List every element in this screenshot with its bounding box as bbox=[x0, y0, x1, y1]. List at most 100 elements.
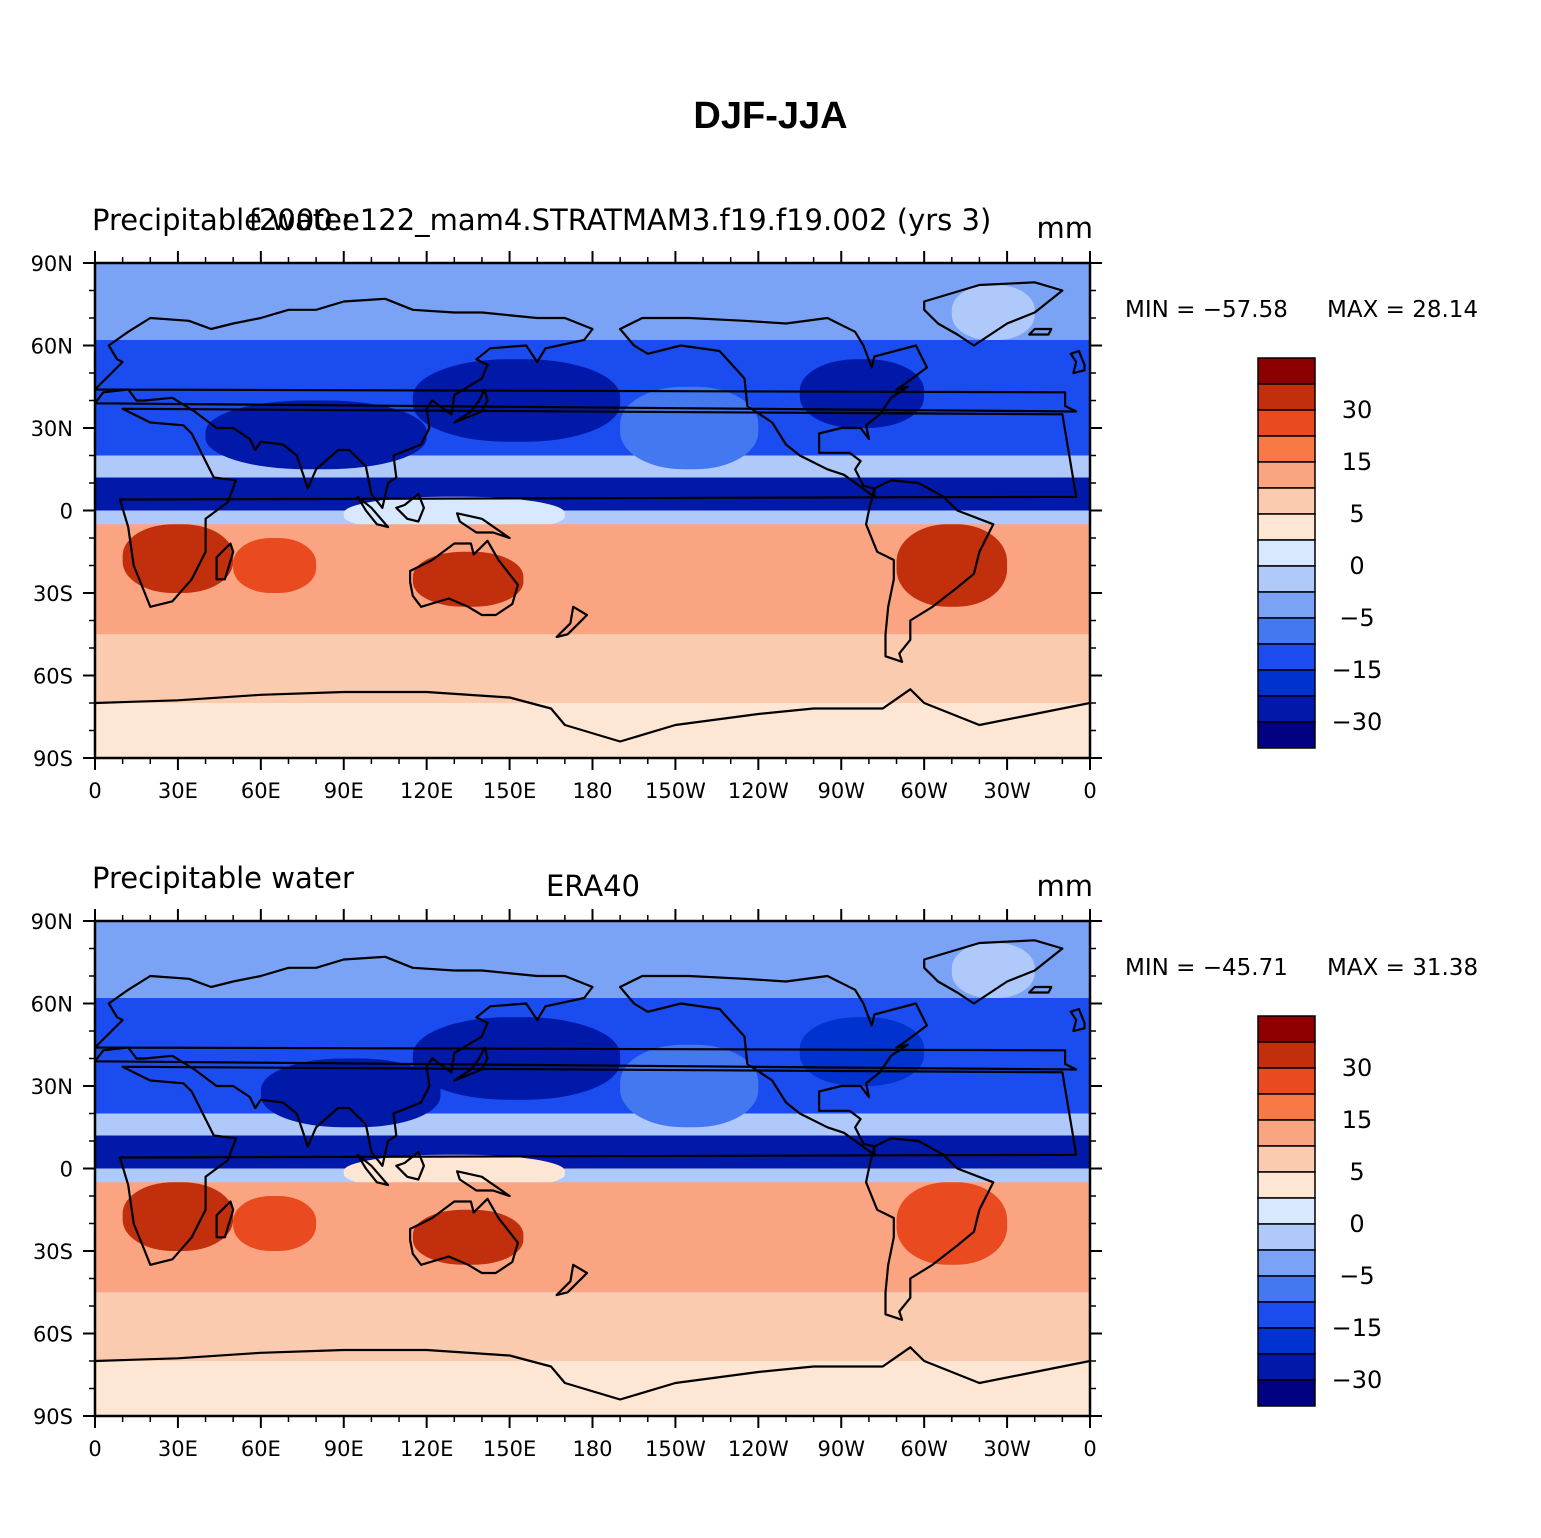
region-east-pacific-ridge bbox=[620, 1044, 759, 1128]
x-tick-label: 120E bbox=[400, 1437, 453, 1461]
colorbar-label: 5 bbox=[1349, 500, 1364, 528]
coast-n-america bbox=[619, 974, 928, 1156]
panel-left-title: Precipitable water bbox=[92, 203, 354, 237]
coast-new-guinea bbox=[456, 512, 511, 540]
y-tick-label: 90S bbox=[33, 1405, 73, 1429]
y-tick-label: 0 bbox=[60, 1158, 73, 1182]
coast-sumatra bbox=[356, 1153, 390, 1187]
coast-australia bbox=[409, 1197, 519, 1275]
map-panel-2-svg: Precipitable water ERA40 mm MIN = −45.71… bbox=[31, 861, 1479, 1461]
y-tick-label: 30S bbox=[33, 582, 73, 606]
y-tick-label: 60S bbox=[33, 1323, 73, 1347]
colorbar-swatch bbox=[1257, 1041, 1316, 1069]
coast-africa bbox=[118, 1065, 1078, 1266]
x-tick-label: 30E bbox=[158, 779, 198, 803]
colorbar-label: 15 bbox=[1342, 1106, 1373, 1134]
colorbar-label: 30 bbox=[1342, 396, 1373, 424]
colorbar-swatch bbox=[1257, 669, 1316, 697]
colorbar-swatch bbox=[1257, 1327, 1316, 1355]
coast-iceland bbox=[1028, 327, 1053, 336]
colorbar-swatch bbox=[1257, 1171, 1316, 1199]
region-maritime-continent bbox=[343, 1154, 565, 1191]
coast-s-america bbox=[865, 1137, 995, 1321]
colorbar-swatch bbox=[1257, 1223, 1316, 1251]
colorbar-swatch bbox=[1257, 643, 1316, 671]
colorbar-swatch bbox=[1257, 461, 1316, 489]
region-southern-ocean bbox=[95, 634, 1090, 703]
coast-eurasia bbox=[95, 955, 1078, 1167]
colorbar-label: 5 bbox=[1349, 1158, 1364, 1186]
map-panel-2: Precipitable water ERA40 mm MIN = −45.71… bbox=[0, 848, 1541, 1488]
x-tick-label: 30E bbox=[158, 1437, 198, 1461]
region-australia bbox=[412, 551, 524, 607]
region-north-america-core bbox=[799, 359, 925, 428]
colorbar-swatch bbox=[1257, 539, 1316, 567]
region-north-america-core bbox=[799, 1017, 925, 1086]
map-plot-area bbox=[95, 263, 1090, 758]
colorbar-swatch bbox=[1257, 565, 1316, 593]
colorbar-label: −30 bbox=[1332, 708, 1383, 736]
panel-center-title: f2000.e122_mam4.STRATMAM3.f19.f19.002 (y… bbox=[249, 203, 992, 237]
y-tick-label: 90N bbox=[31, 910, 73, 934]
colorbar-label: −30 bbox=[1332, 1366, 1383, 1394]
colorbar-swatch bbox=[1257, 1197, 1316, 1225]
colorbar-label: 0 bbox=[1349, 552, 1364, 580]
x-tick-label: 60W bbox=[900, 1437, 948, 1461]
region-south-america bbox=[896, 1182, 1008, 1265]
coast-japan bbox=[453, 1046, 489, 1082]
x-tick-label: 150E bbox=[483, 1437, 536, 1461]
x-tick-label: 90W bbox=[818, 779, 866, 803]
colorbar-label: −5 bbox=[1339, 604, 1374, 632]
colorbar-label: −15 bbox=[1332, 1314, 1383, 1342]
region-southern-ocean bbox=[95, 1292, 1090, 1361]
x-tick-label: 150W bbox=[645, 1437, 706, 1461]
y-tick-label: 60N bbox=[31, 335, 73, 359]
colorbar-swatch bbox=[1257, 1093, 1316, 1121]
x-tick-label: 60W bbox=[900, 779, 948, 803]
coast-greenland bbox=[923, 939, 1064, 1005]
x-tick-label: 30W bbox=[983, 779, 1031, 803]
panel-center-title: ERA40 bbox=[546, 869, 640, 903]
panel-left-title: Precipitable water bbox=[92, 861, 354, 895]
colorbar-swatch bbox=[1257, 1249, 1316, 1277]
panel-units: mm bbox=[1037, 211, 1094, 245]
y-tick-label: 30S bbox=[33, 1240, 73, 1264]
coast-iceland bbox=[1028, 985, 1053, 994]
x-tick-label: 150W bbox=[645, 779, 706, 803]
colorbar-swatch bbox=[1257, 695, 1316, 723]
colorbar-swatch bbox=[1257, 513, 1316, 541]
colorbar-swatch bbox=[1257, 721, 1316, 749]
colorbar-label: 0 bbox=[1349, 1210, 1364, 1238]
coast-uk bbox=[1069, 1007, 1086, 1033]
colorbar-swatch bbox=[1257, 1301, 1316, 1329]
colorbar-swatch bbox=[1257, 617, 1316, 645]
region-south-indian-ocean bbox=[233, 538, 317, 593]
coast-madagascar bbox=[215, 1200, 235, 1239]
region-maritime-continent bbox=[343, 496, 565, 533]
coast-borneo bbox=[395, 1150, 425, 1181]
coast-eurasia bbox=[95, 297, 1078, 509]
x-tick-label: 0 bbox=[1083, 779, 1096, 803]
coast-japan bbox=[453, 388, 489, 424]
colorbar-swatch bbox=[1257, 1145, 1316, 1173]
region-north-pacific-core bbox=[412, 359, 621, 442]
coast-antarctica bbox=[95, 1346, 1090, 1401]
colorbar-swatch bbox=[1257, 409, 1316, 437]
region-south-america bbox=[896, 524, 1008, 607]
region-itcz-band bbox=[95, 477, 1090, 511]
coast-sumatra bbox=[356, 495, 390, 529]
y-tick-label: 30N bbox=[31, 1075, 73, 1099]
max-label: MAX = 28.14 bbox=[1327, 297, 1478, 323]
region-south-indian-ocean bbox=[233, 1196, 317, 1251]
map-panel-1-svg: Precipitable water f2000.e122_mam4.STRAT… bbox=[31, 203, 1479, 803]
x-tick-label: 0 bbox=[88, 1437, 101, 1461]
y-tick-label: 30N bbox=[31, 417, 73, 441]
colorbar: 30 15 5 0 −5 −15 −30 bbox=[1257, 357, 1383, 749]
region-south-asia-core bbox=[260, 1058, 441, 1128]
map-axes: 0 30E 60E 90E 120E 150E 180 150W 120W 90W 60W 30W 09… bbox=[31, 909, 1102, 1461]
coast-s-america bbox=[865, 479, 995, 663]
region-antarctica bbox=[95, 703, 1090, 758]
min-label: MIN = −45.71 bbox=[1125, 955, 1288, 981]
region-south-asia-core bbox=[205, 400, 427, 470]
x-tick-label: 60E bbox=[241, 1437, 281, 1461]
